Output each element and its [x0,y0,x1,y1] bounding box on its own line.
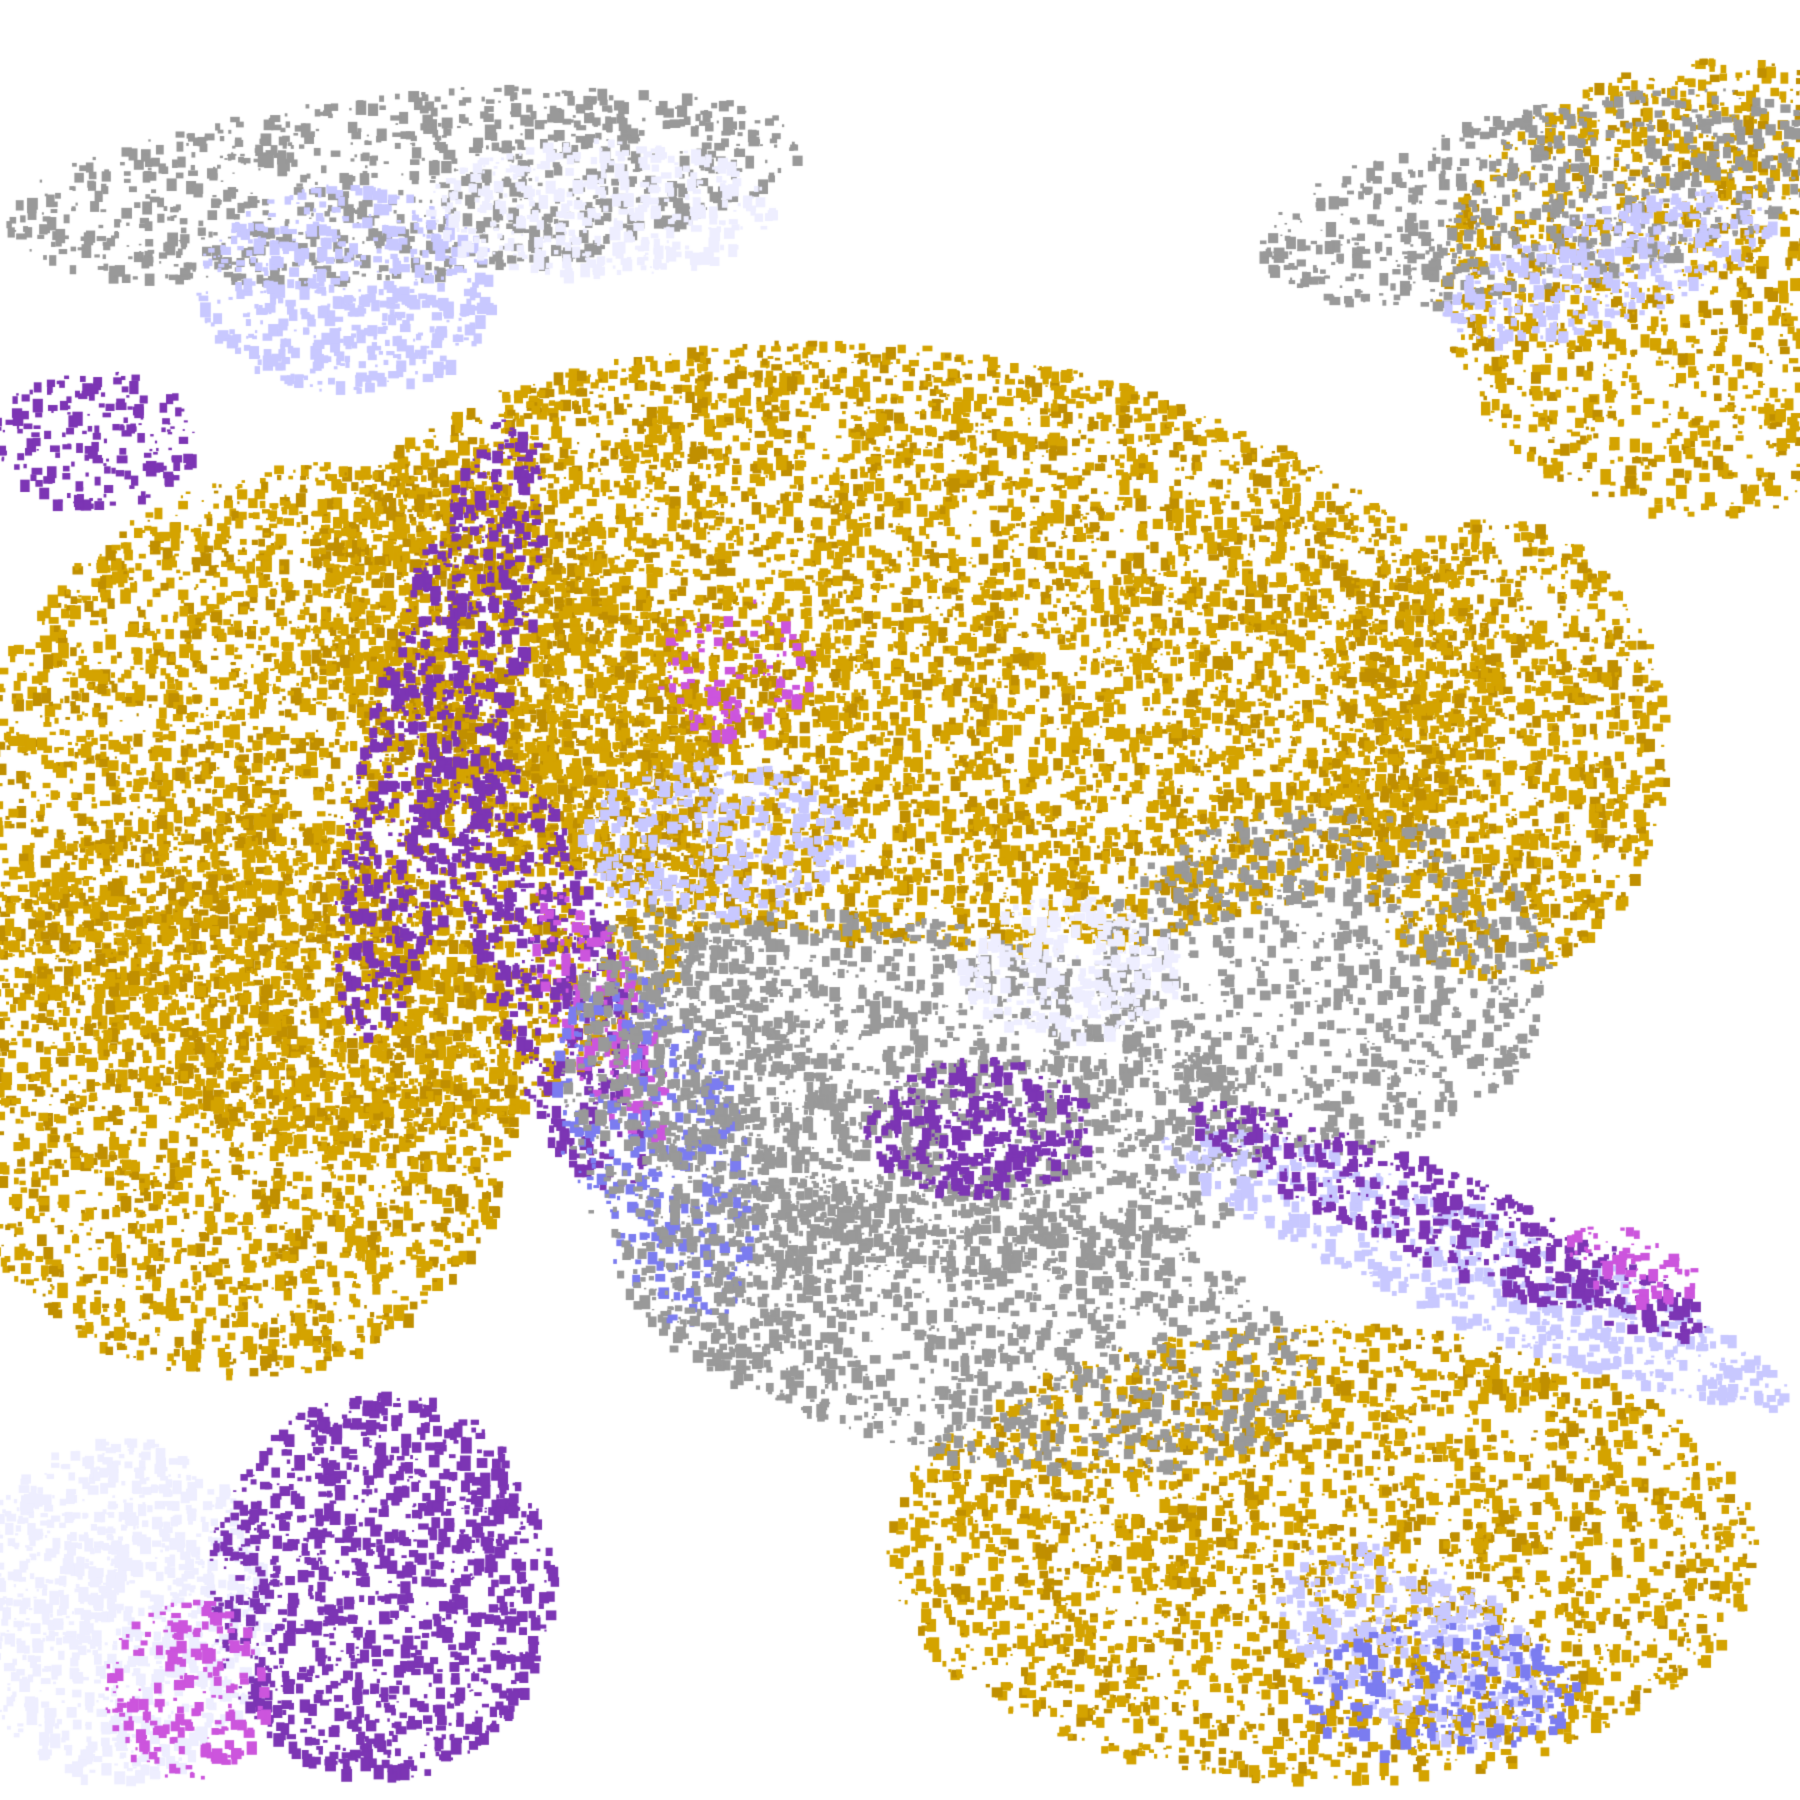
satellite-image [0,0,1800,1800]
satellite-classification-map [0,0,1800,1800]
